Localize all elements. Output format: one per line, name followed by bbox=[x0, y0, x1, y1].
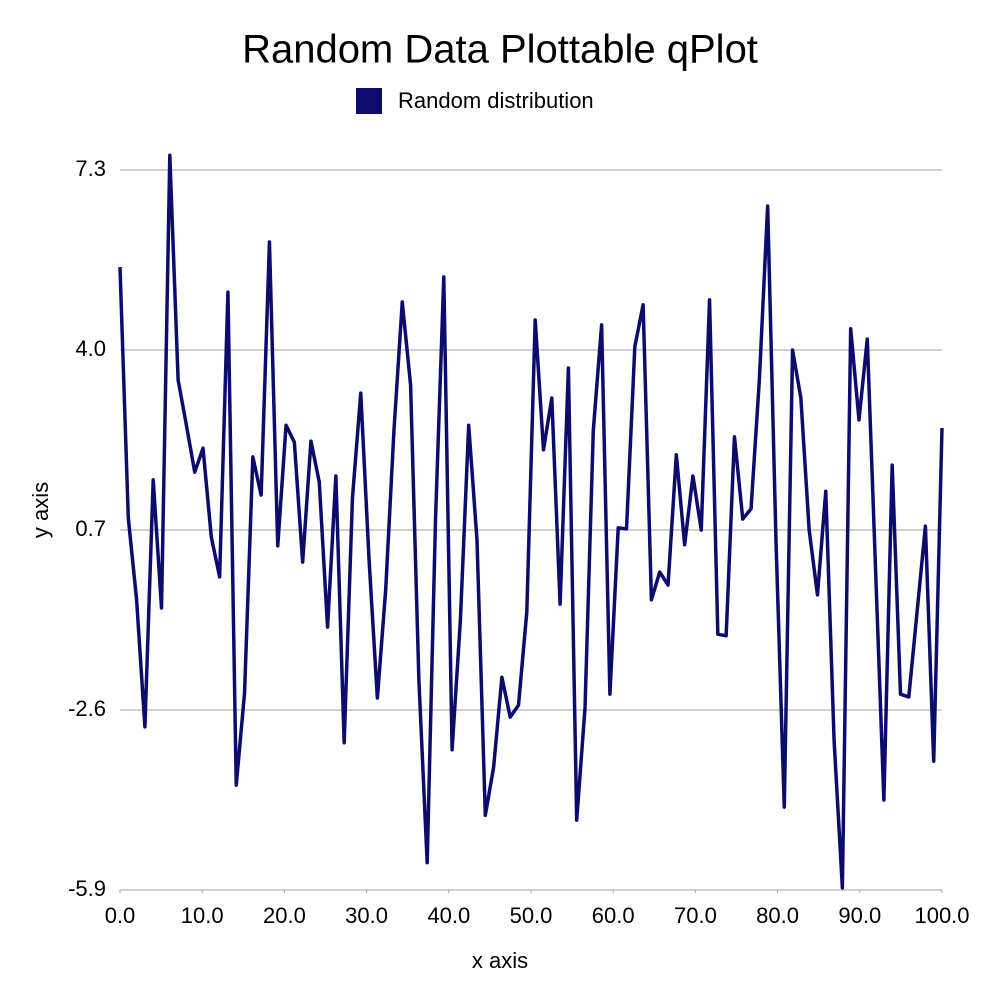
chart-title: Random Data Plottable qPlot bbox=[242, 28, 758, 72]
y-axis-label: y axis bbox=[28, 482, 53, 538]
x-tick-label: 10.0 bbox=[181, 903, 224, 928]
x-tick-label: 80.0 bbox=[756, 903, 799, 928]
x-tick-label: 20.0 bbox=[263, 903, 306, 928]
legend-label: Random distribution bbox=[398, 88, 594, 113]
x-tick-label: 100.0 bbox=[914, 903, 969, 928]
x-tick-label: 30.0 bbox=[345, 903, 388, 928]
y-tick-label: 4.0 bbox=[75, 336, 106, 361]
y-tick-label: 7.3 bbox=[75, 156, 106, 181]
y-tick-label: 0.7 bbox=[75, 516, 106, 541]
y-tick-label: -2.6 bbox=[68, 696, 106, 721]
x-tick-label: 40.0 bbox=[427, 903, 470, 928]
x-tick-label: 50.0 bbox=[510, 903, 553, 928]
y-tick-label: -5.9 bbox=[68, 876, 106, 901]
x-tick-label: 60.0 bbox=[592, 903, 635, 928]
x-tick-label: 0.0 bbox=[105, 903, 136, 928]
legend-swatch bbox=[356, 88, 382, 114]
data-line bbox=[118, 153, 944, 890]
x-tick-label: 90.0 bbox=[838, 903, 881, 928]
x-axis-label: x axis bbox=[472, 948, 528, 973]
x-tick-label: 70.0 bbox=[674, 903, 717, 928]
